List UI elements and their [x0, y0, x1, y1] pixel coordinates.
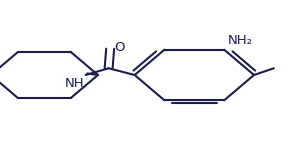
Text: NH₂: NH₂ [228, 34, 253, 47]
Text: O: O [114, 42, 124, 54]
Text: NH: NH [65, 77, 84, 90]
